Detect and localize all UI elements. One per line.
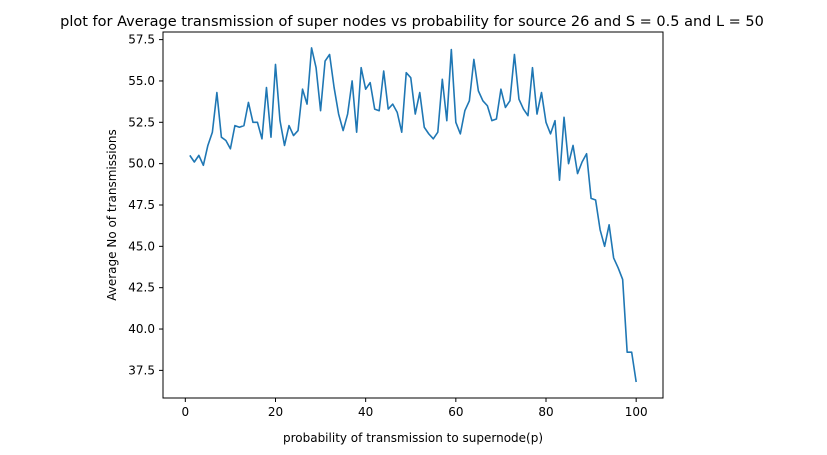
x-tick-label: 0 xyxy=(181,405,189,419)
x-axis: 0 20 40 60 80 100 xyxy=(181,398,648,419)
chart-title: plot for Average transmission of super n… xyxy=(60,14,764,30)
x-tick-label: 100 xyxy=(625,405,648,419)
y-tick-label: 40.0 xyxy=(128,322,155,336)
plot-frame xyxy=(162,31,664,399)
y-tick-label: 42.5 xyxy=(128,281,155,295)
plot-background xyxy=(163,32,663,398)
y-tick-label: 50.0 xyxy=(128,157,155,171)
series-line xyxy=(189,47,637,383)
y-axis-label: Average No of transmissions xyxy=(105,129,119,301)
x-tick-label: 80 xyxy=(538,405,553,419)
y-tick-label: 52.5 xyxy=(128,115,155,129)
x-tick-label: 60 xyxy=(448,405,463,419)
x-tick-label: 40 xyxy=(358,405,373,419)
y-tick-label: 45.0 xyxy=(128,239,155,253)
y-tick-label: 47.5 xyxy=(128,198,155,212)
y-axis: 37.5 40.0 42.5 45.0 47.5 50.0 52.5 55.0 57.5 xyxy=(128,33,163,377)
y-tick-label: 37.5 xyxy=(128,363,155,377)
y-tick-label: 55.0 xyxy=(128,74,155,88)
x-axis-label: probability of transmission to supernode… xyxy=(283,431,543,445)
y-tick-label: 57.5 xyxy=(128,33,155,47)
x-tick-label: 20 xyxy=(268,405,283,419)
plot-area xyxy=(162,31,664,399)
